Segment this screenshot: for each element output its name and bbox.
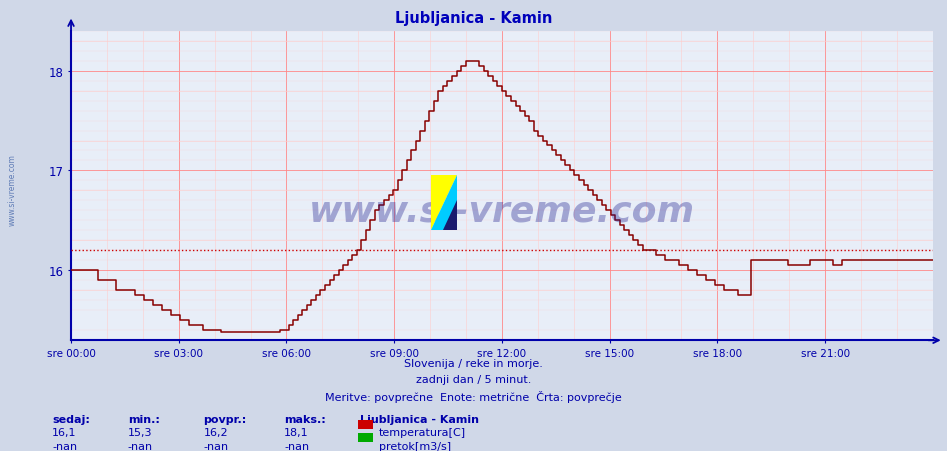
Text: -nan: -nan — [128, 441, 153, 451]
Text: povpr.:: povpr.: — [204, 414, 247, 424]
Text: sedaj:: sedaj: — [52, 414, 90, 424]
Text: temperatura[C]: temperatura[C] — [379, 428, 466, 437]
Polygon shape — [443, 200, 457, 230]
Text: maks.:: maks.: — [284, 414, 326, 424]
Text: min.:: min.: — [128, 414, 160, 424]
Text: 16,2: 16,2 — [204, 428, 228, 437]
Text: Ljubljanica - Kamin: Ljubljanica - Kamin — [395, 11, 552, 26]
Text: 16,1: 16,1 — [52, 428, 77, 437]
Text: 18,1: 18,1 — [284, 428, 309, 437]
Text: Ljubljanica - Kamin: Ljubljanica - Kamin — [360, 414, 479, 424]
Text: www.si-vreme.com: www.si-vreme.com — [8, 153, 17, 226]
Polygon shape — [431, 176, 457, 230]
Text: pretok[m3/s]: pretok[m3/s] — [379, 441, 451, 451]
Text: -nan: -nan — [52, 441, 78, 451]
Text: Meritve: povprečne  Enote: metrične  Črta: povprečje: Meritve: povprečne Enote: metrične Črta:… — [325, 390, 622, 402]
Text: Slovenija / reke in morje.: Slovenija / reke in morje. — [404, 359, 543, 368]
Text: -nan: -nan — [204, 441, 229, 451]
Text: 15,3: 15,3 — [128, 428, 152, 437]
Text: zadnji dan / 5 minut.: zadnji dan / 5 minut. — [416, 374, 531, 384]
Polygon shape — [431, 176, 457, 230]
Text: www.si-vreme.com: www.si-vreme.com — [309, 194, 695, 228]
Text: -nan: -nan — [284, 441, 310, 451]
